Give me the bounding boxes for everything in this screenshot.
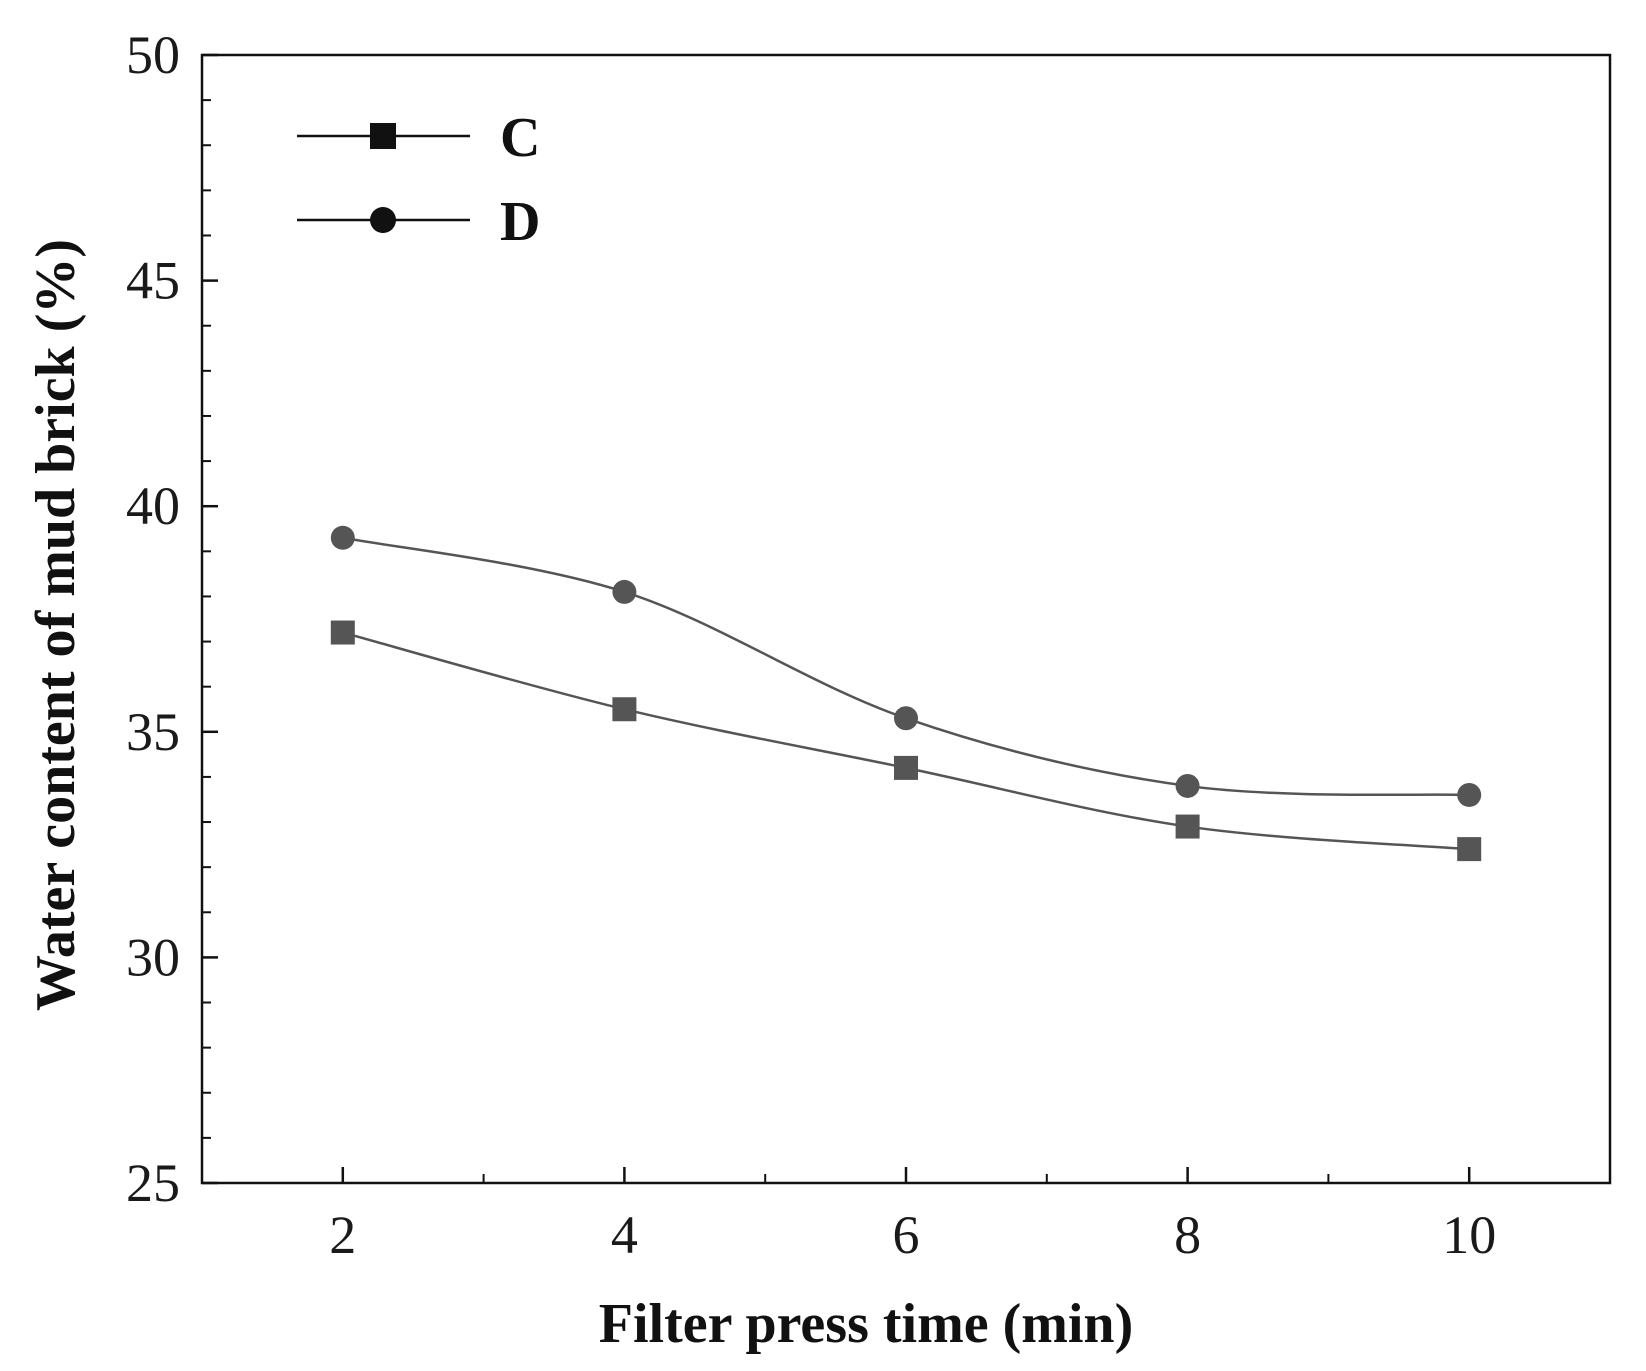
- x-axis-title: Filter press time (min): [599, 1293, 1133, 1355]
- y-axis-title: Water content of mud brick (%): [25, 239, 87, 1011]
- y-tick-label: 40: [126, 476, 180, 536]
- x-tick-label: 6: [893, 1205, 920, 1265]
- y-tick-label: 30: [126, 927, 180, 987]
- series-d-point: [330, 525, 355, 550]
- series-d-point: [894, 706, 918, 731]
- series-c-point: [1457, 837, 1482, 862]
- series-d-point: [1457, 782, 1482, 807]
- x-tick-label: 2: [329, 1205, 356, 1265]
- x-tick-label: 8: [1174, 1205, 1201, 1265]
- y-tick-label: 25: [126, 1153, 180, 1213]
- plot-area-frame: [200, 53, 1612, 1185]
- series-c-point: [612, 697, 637, 722]
- y-tick-label: 45: [126, 251, 180, 311]
- legend-c-marker: [370, 123, 396, 149]
- legend-c-label: C: [500, 107, 540, 169]
- series-c-point: [330, 620, 355, 645]
- x-tick-label: 4: [611, 1205, 638, 1265]
- series-d-point: [612, 579, 637, 604]
- x-tick-label: 10: [1442, 1205, 1496, 1265]
- legend-d-marker: [370, 207, 396, 233]
- series-d-point: [1175, 773, 1200, 798]
- y-tick-label: 35: [126, 702, 180, 762]
- legend-d-label: D: [500, 191, 540, 253]
- y-tick-label: 50: [126, 25, 180, 85]
- series-c-line: [342, 631, 1470, 851]
- series-c-point: [1175, 814, 1200, 839]
- series-c-point: [894, 755, 918, 780]
